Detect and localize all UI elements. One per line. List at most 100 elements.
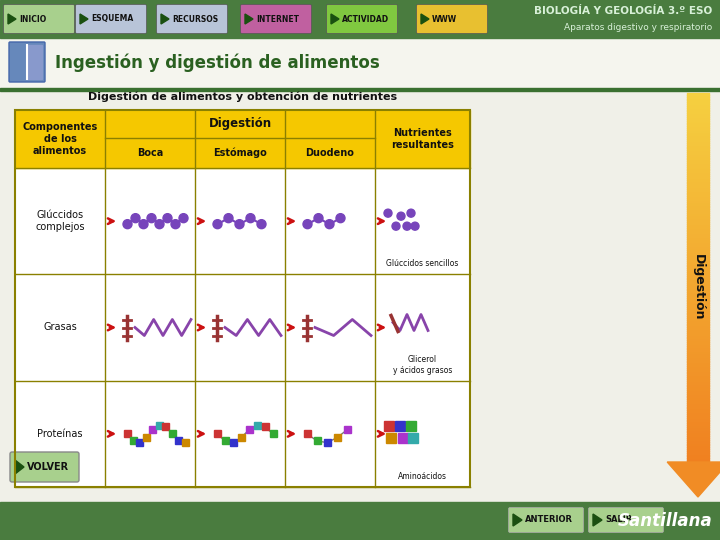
Text: Glicerol
y ácidos grasos: Glicerol y ácidos grasos	[393, 355, 452, 375]
Text: Glúccidos
complejos: Glúccidos complejos	[35, 211, 85, 232]
FancyBboxPatch shape	[588, 508, 664, 532]
Bar	[0, 88, 720, 91]
Circle shape	[147, 214, 156, 222]
FancyBboxPatch shape	[9, 42, 45, 82]
Bar	[0, 0, 720, 38]
FancyBboxPatch shape	[326, 4, 397, 33]
FancyBboxPatch shape	[4, 4, 74, 33]
Circle shape	[224, 214, 233, 222]
Polygon shape	[408, 433, 418, 443]
Polygon shape	[162, 423, 169, 430]
Polygon shape	[333, 434, 341, 441]
Polygon shape	[238, 434, 245, 441]
Text: ANTERIOR: ANTERIOR	[525, 516, 573, 524]
Circle shape	[163, 214, 172, 222]
Polygon shape	[323, 439, 330, 446]
Polygon shape	[331, 14, 339, 24]
Circle shape	[384, 209, 392, 217]
Circle shape	[403, 222, 411, 230]
Circle shape	[213, 220, 222, 228]
Text: BIOLOGÍA Y GEOLOGÍA 3.º ESO: BIOLOGÍA Y GEOLOGÍA 3.º ESO	[534, 5, 712, 16]
Polygon shape	[168, 430, 176, 437]
Polygon shape	[80, 14, 88, 24]
Polygon shape	[130, 437, 137, 444]
Text: Boca: Boca	[137, 148, 163, 158]
Polygon shape	[253, 422, 261, 429]
Polygon shape	[150, 427, 156, 434]
Polygon shape	[143, 434, 150, 441]
Text: Digestión: Digestión	[208, 117, 271, 131]
Circle shape	[246, 214, 255, 222]
Circle shape	[139, 220, 148, 228]
Polygon shape	[175, 437, 182, 444]
Circle shape	[155, 220, 164, 228]
Circle shape	[131, 214, 140, 222]
Text: Santillana: Santillana	[617, 512, 712, 530]
Text: Aparatos digestivo y respiratorio: Aparatos digestivo y respiratorio	[564, 23, 712, 32]
Circle shape	[314, 214, 323, 222]
Polygon shape	[593, 514, 602, 526]
Polygon shape	[245, 14, 253, 24]
Text: INTERNET: INTERNET	[256, 15, 299, 24]
Bar	[0, 38, 720, 88]
FancyBboxPatch shape	[508, 508, 583, 532]
Polygon shape	[214, 430, 220, 437]
Text: Aminoácidos: Aminoácidos	[398, 472, 447, 481]
Circle shape	[411, 222, 419, 230]
Polygon shape	[261, 423, 269, 430]
Polygon shape	[246, 427, 253, 434]
Polygon shape	[124, 430, 130, 437]
Text: INICIO: INICIO	[19, 15, 46, 24]
Polygon shape	[137, 439, 143, 446]
Polygon shape	[343, 427, 351, 434]
FancyBboxPatch shape	[416, 4, 487, 33]
Polygon shape	[384, 421, 394, 431]
Circle shape	[397, 212, 405, 220]
Polygon shape	[161, 14, 169, 24]
FancyBboxPatch shape	[240, 4, 312, 33]
Polygon shape	[230, 439, 236, 446]
Polygon shape	[313, 437, 320, 444]
Polygon shape	[15, 460, 24, 474]
Polygon shape	[181, 439, 189, 446]
Circle shape	[303, 220, 312, 228]
Circle shape	[171, 220, 180, 228]
Text: Duodeno: Duodeno	[305, 148, 354, 158]
Circle shape	[325, 220, 334, 228]
Text: ACTIVIDAD: ACTIVIDAD	[342, 15, 389, 24]
Polygon shape	[269, 430, 276, 437]
Text: RECURSOS: RECURSOS	[172, 15, 218, 24]
Bar	[27, 45, 42, 79]
Text: Digestión de alimentos y obtención de nutrientes: Digestión de alimentos y obtención de nu…	[88, 91, 397, 102]
Circle shape	[392, 222, 400, 230]
Polygon shape	[421, 14, 429, 24]
Polygon shape	[398, 433, 408, 443]
Polygon shape	[513, 514, 522, 526]
Text: WWW: WWW	[432, 15, 457, 24]
Text: Nutrientes
resultantes: Nutrientes resultantes	[391, 128, 454, 150]
Circle shape	[179, 214, 188, 222]
Text: Digestión: Digestión	[691, 254, 704, 321]
Polygon shape	[222, 437, 228, 444]
Circle shape	[257, 220, 266, 228]
Bar	[15, 110, 470, 168]
FancyBboxPatch shape	[156, 4, 228, 33]
Polygon shape	[304, 430, 310, 437]
Polygon shape	[156, 422, 163, 429]
Polygon shape	[8, 14, 16, 24]
Bar	[15, 110, 470, 487]
Bar	[0, 502, 720, 540]
Polygon shape	[386, 433, 396, 443]
Text: Componentes
de los
alimentos: Componentes de los alimentos	[22, 123, 98, 156]
Circle shape	[123, 220, 132, 228]
Text: Estómago: Estómago	[213, 147, 267, 158]
Text: ESQUEMA: ESQUEMA	[91, 15, 133, 24]
Text: SALIR: SALIR	[605, 516, 632, 524]
Polygon shape	[406, 421, 416, 431]
Text: VOLVER: VOLVER	[27, 462, 69, 472]
Text: Proteínas: Proteínas	[37, 429, 83, 439]
FancyBboxPatch shape	[76, 4, 146, 33]
FancyBboxPatch shape	[10, 452, 79, 482]
Circle shape	[235, 220, 244, 228]
Text: Grasas: Grasas	[43, 322, 77, 333]
